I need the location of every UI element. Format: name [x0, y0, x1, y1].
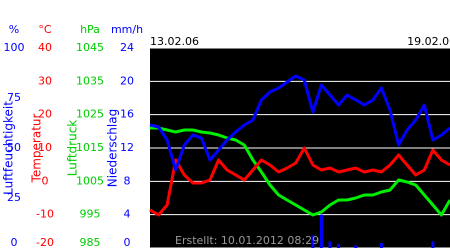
axis-unit: % — [9, 23, 19, 36]
line — [149, 146, 450, 217]
y-tick-label: 40 — [38, 41, 52, 54]
y-tick-label: 24 — [120, 41, 134, 54]
y-tick-label: 20 — [38, 108, 52, 121]
y-tick-label: 12 — [120, 141, 134, 154]
x-tick-label: 13.02.06 — [150, 35, 199, 48]
y-tick-label: 995 — [80, 208, 101, 221]
axis-unit: °C — [38, 23, 52, 36]
bar — [311, 235, 315, 248]
bar — [379, 243, 383, 248]
y-tick-label: 1015 — [76, 141, 104, 154]
y-tick-label: 0 — [124, 236, 131, 249]
y-tick-label: 100 — [4, 41, 25, 54]
y-tick-label: -10 — [36, 208, 54, 221]
y-tick-label: 75 — [7, 91, 21, 104]
line — [150, 126, 450, 217]
y-tick-label: 10 — [38, 141, 52, 154]
line — [149, 74, 450, 172]
bar — [354, 245, 358, 248]
y-tick-label: 8 — [124, 174, 131, 187]
y-tick-label: 50 — [7, 141, 21, 154]
y-tick-label: 0 — [42, 174, 49, 187]
axis-unit: hPa — [80, 23, 100, 36]
x-tick-label: 19.02.06 — [407, 35, 450, 48]
y-tick-label: 1045 — [76, 41, 104, 54]
bar — [431, 241, 435, 248]
axis-title: Niederschlag — [106, 109, 120, 187]
bar — [328, 241, 332, 248]
y-tick-label: 20 — [120, 74, 134, 87]
axis-title: Luftdruck — [66, 120, 80, 177]
y-tick-label: 30 — [38, 74, 52, 87]
bar — [337, 243, 341, 248]
y-tick-label: 4 — [124, 208, 131, 221]
y-tick-label: 25 — [7, 191, 21, 204]
y-tick-label: 16 — [120, 108, 134, 121]
y-tick-label: 985 — [80, 236, 101, 249]
axis-title: Luftfeuchtigkeit — [2, 101, 16, 195]
y-tick-label: 1025 — [76, 108, 104, 121]
y-tick-label: 1005 — [76, 174, 104, 187]
bar — [319, 214, 323, 248]
note: Erstellt: 10.01.2012 08:29 — [175, 234, 319, 247]
y-tick-label: 0 — [11, 236, 18, 249]
axis-title: Temperatur — [30, 113, 44, 183]
y-tick-label: -20 — [36, 236, 54, 249]
y-tick-label: 1035 — [76, 74, 104, 87]
axis-unit: mm/h — [111, 23, 143, 36]
